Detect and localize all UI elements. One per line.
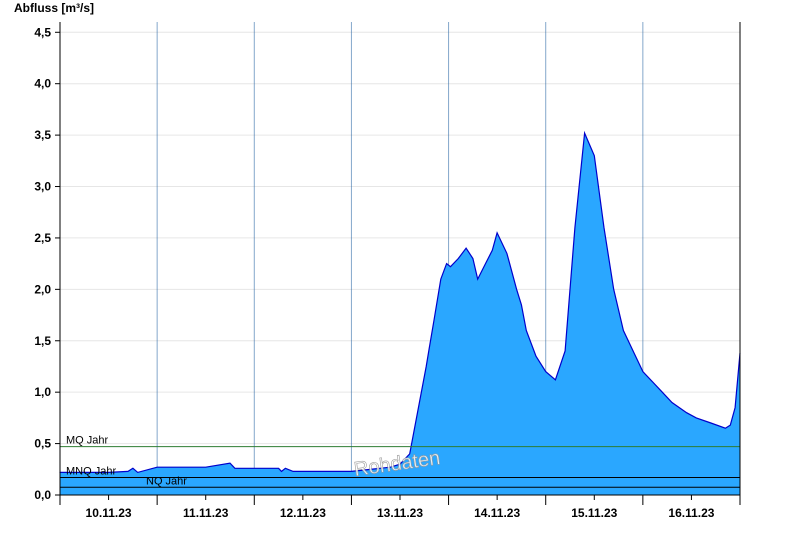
x-tick-label: 14.11.23: [474, 506, 520, 520]
x-tick-label: 16.11.23: [668, 506, 714, 520]
x-tick-label: 13.11.23: [377, 506, 423, 520]
x-tick-label: 15.11.23: [571, 506, 617, 520]
y-tick-label: 1,5: [34, 334, 51, 348]
series-line: [59, 130, 741, 474]
y-tick-label: 2,5: [34, 231, 51, 245]
x-tick-label: 11.11.23: [183, 506, 229, 520]
x-tick-label: 10.11.23: [86, 506, 132, 520]
y-tick-label: 3,0: [34, 180, 51, 194]
y-tick-label: 4,5: [34, 25, 51, 39]
y-tick-label: 0,5: [34, 437, 51, 451]
y-tick-label: 1,0: [34, 385, 51, 399]
y-tick-label: 3,5: [34, 128, 51, 142]
series-area-fill: [60, 133, 740, 495]
y-axis-label: Abfluss [m³/s]: [14, 1, 95, 15]
reference-line-label: MNQ Jahr: [66, 466, 116, 478]
reference-line-label: MQ Jahr: [66, 435, 109, 447]
x-tick-label: 12.11.23: [280, 506, 326, 520]
series-area: [59, 130, 741, 495]
y-tick-label: 2,0: [34, 282, 51, 296]
y-tick-label: 0,0: [34, 488, 51, 502]
tick-labels: 0,0 0,5 1,0 1,5 2,0 2,5 3,0 3,5 4,0 4,5 10.11.23 11…: [34, 25, 714, 520]
y-tick-label: 4,0: [34, 77, 51, 91]
reference-lines: MQ Jahr MNQ Jahr NQ Jahr: [60, 435, 740, 488]
axes: [55, 22, 741, 505]
reference-line-label: NQ Jahr: [146, 475, 187, 487]
